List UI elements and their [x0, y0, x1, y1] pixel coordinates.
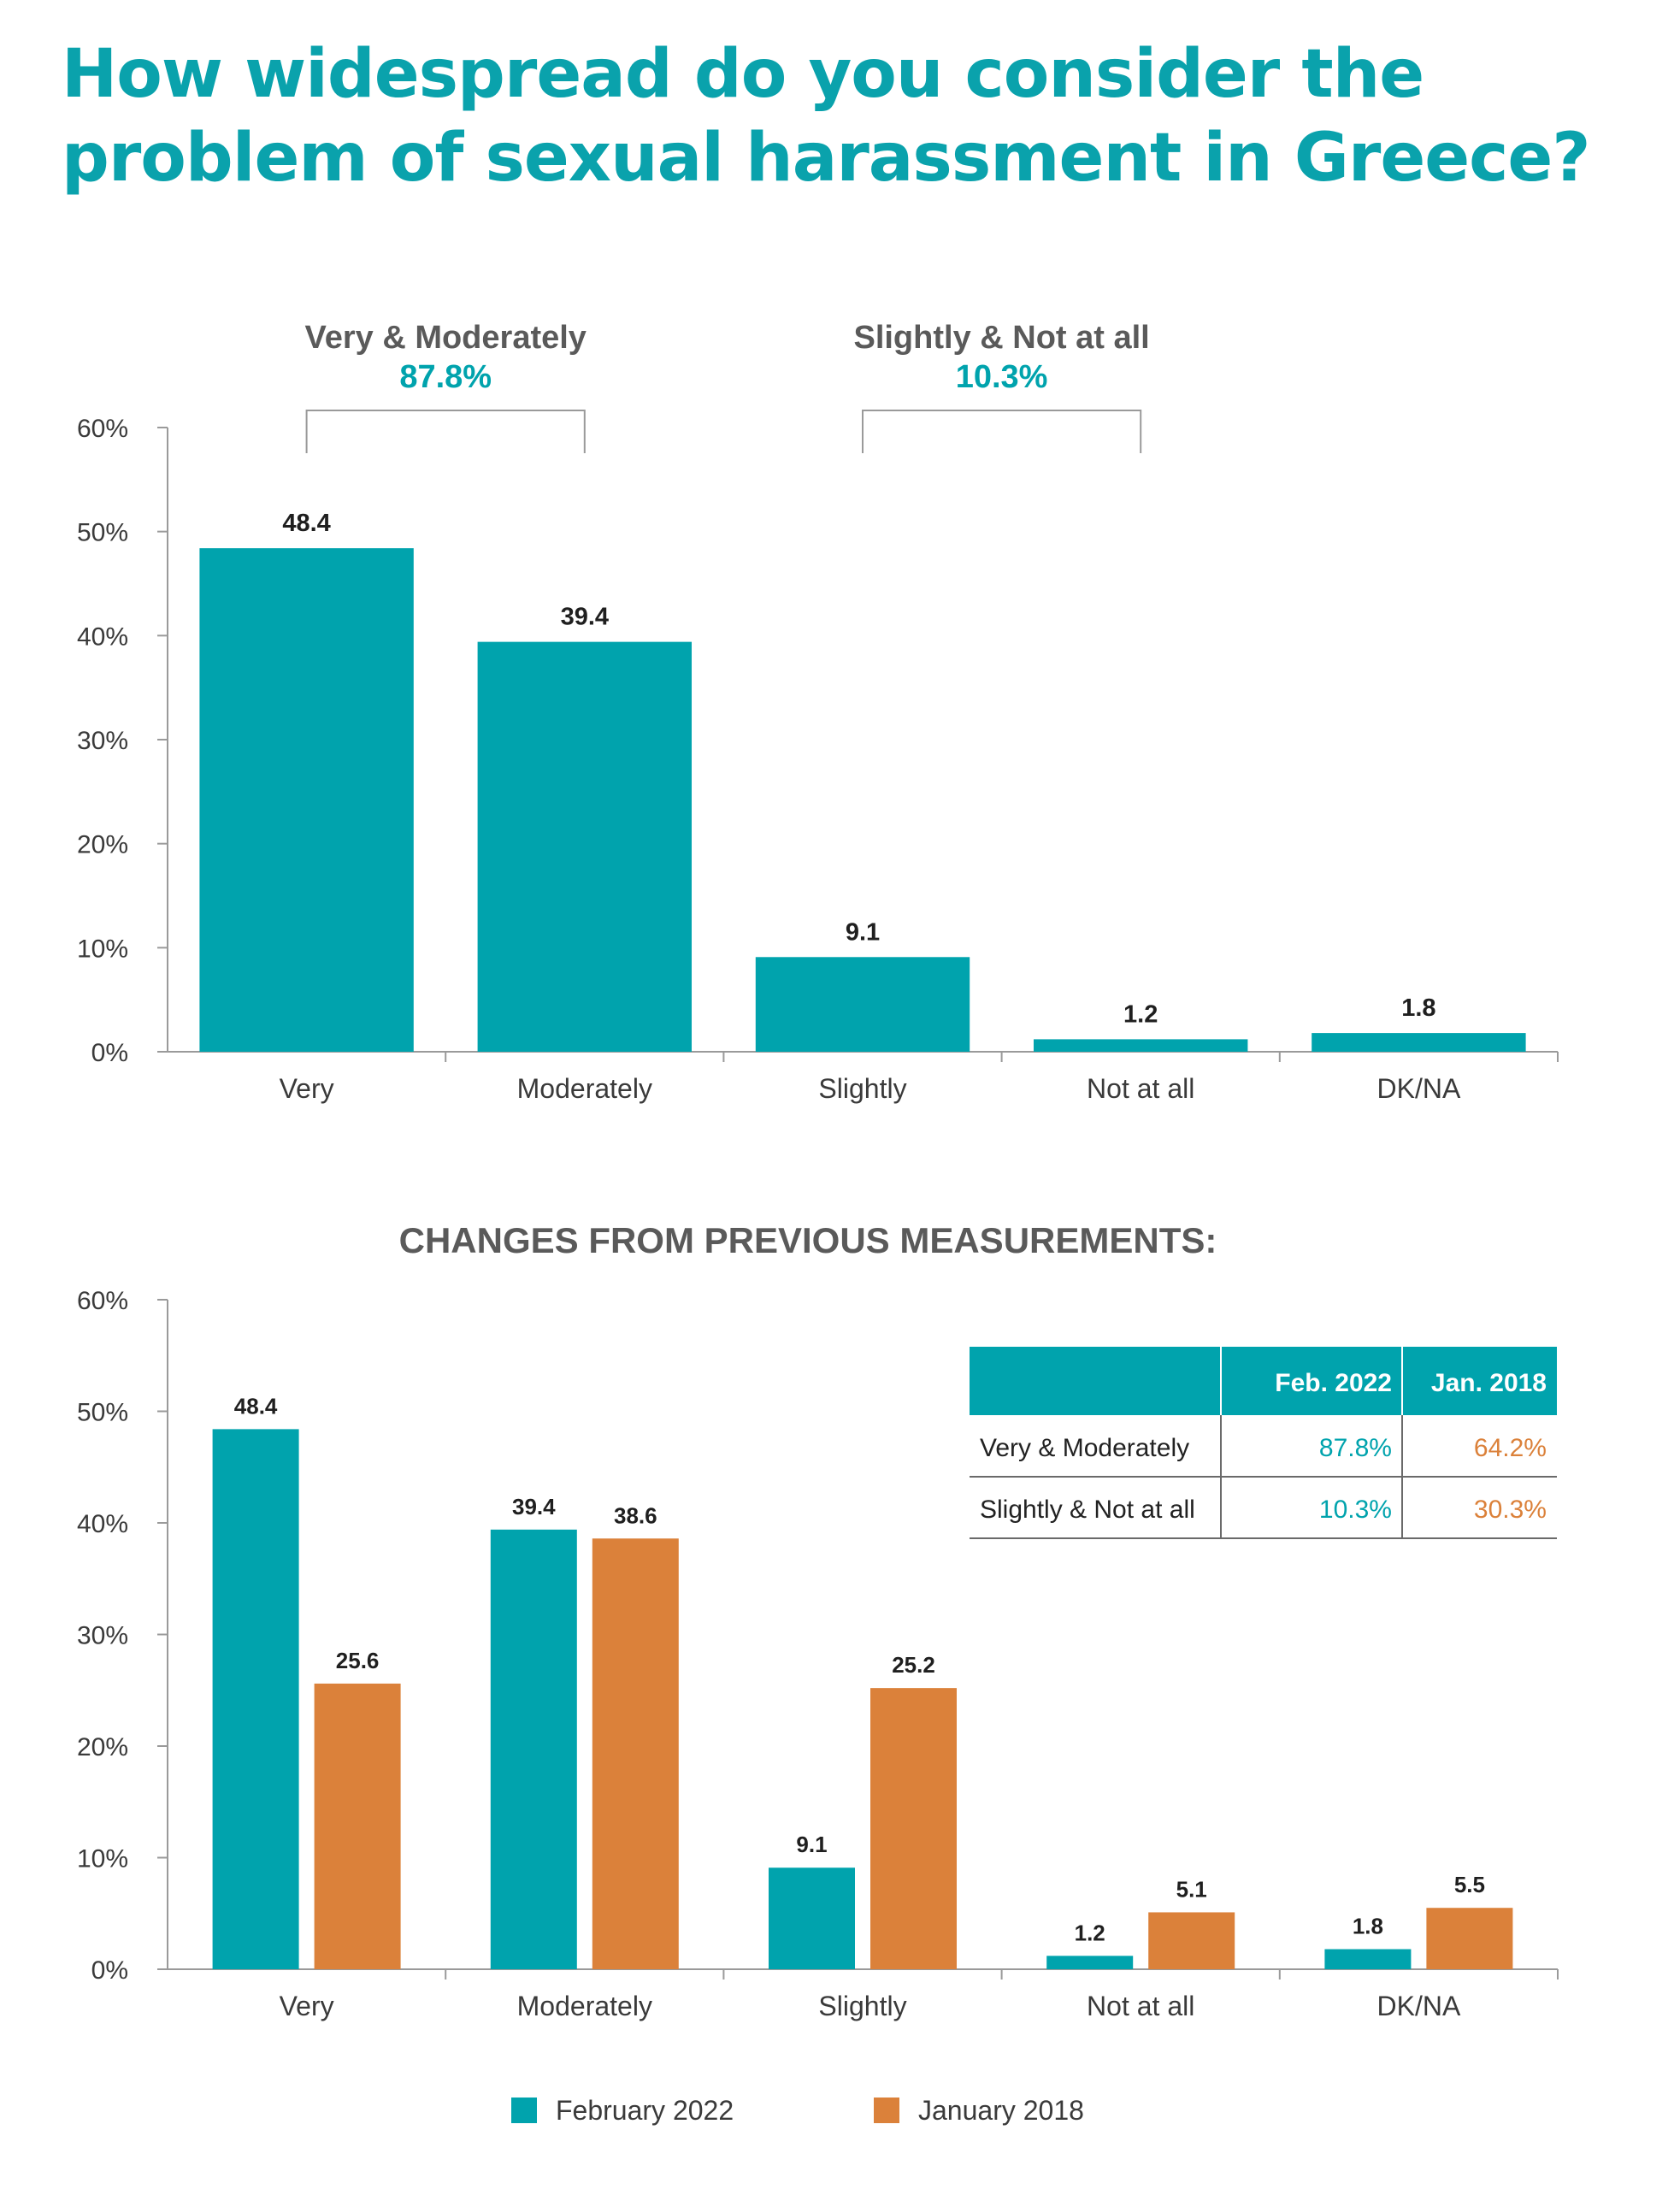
group-value-slightly-not-at-all: 10.3% — [956, 359, 1048, 395]
bar-slightly-january-2018 — [870, 1688, 957, 1969]
title-line-2: problem of sexual harassment in Greece? — [62, 120, 1591, 197]
bar-dk-na-january-2018 — [1426, 1908, 1513, 1969]
table-value-jan-slightly-not-at-all: 30.3% — [1474, 1496, 1547, 1524]
data-label-dk-na-february-2022: 1.8 — [1353, 1914, 1383, 1939]
bar-very-january-2018 — [314, 1683, 401, 1969]
x-tick-label-not-at-all: Not at all — [1087, 1991, 1194, 2021]
x-tick-label-moderately: Moderately — [517, 1991, 652, 2021]
bracket-very-moderately — [305, 410, 586, 453]
title-line-1: How widespread do you consider the — [62, 36, 1424, 113]
y-tick-label: 40% — [77, 1510, 128, 1538]
x-tick-label-dk-na: DK/NA — [1377, 1073, 1461, 1104]
table-header-row — [970, 1347, 1557, 1415]
bar-slightly — [755, 957, 970, 1052]
y-tick-label: 10% — [77, 1845, 128, 1873]
chart-title: CHANGES FROM PREVIOUS MEASUREMENTS: — [399, 1223, 1217, 1260]
data-label-very-january-2018: 25.6 — [336, 1648, 380, 1673]
x-tick-label-slightly: Slightly — [818, 1073, 906, 1104]
data-label-not-at-all-january-2018: 5.1 — [1176, 1876, 1207, 1902]
table-row-label-very-moderately: Very & Moderately — [980, 1434, 1189, 1462]
x-tick-label-dk-na: DK/NA — [1377, 1991, 1461, 2021]
legend-swatch-orange — [874, 2098, 899, 2123]
y-tick-label: 30% — [77, 1622, 128, 1650]
data-label-moderately-january-2018: 38.6 — [614, 1502, 657, 1528]
y-tick-label: 60% — [77, 1287, 128, 1315]
legend-label-february-2022: February 2022 — [556, 2094, 734, 2126]
chart-changes: CHANGES FROM PREVIOUS MEASUREMENTS: 0% 10%… — [77, 1223, 1559, 2021]
group-label-slightly-not-at-all: Slightly & Not at all — [853, 320, 1149, 356]
table-header-feb-2022: Feb. 2022 — [1275, 1369, 1392, 1397]
data-label-moderately: 39.4 — [561, 604, 609, 631]
table-header-jan-2018: Jan. 2018 — [1431, 1369, 1547, 1397]
data-label-very-february-2022: 48.4 — [234, 1393, 278, 1419]
bar-not-at-all-february-2022 — [1046, 1956, 1134, 1969]
bar-moderately-january-2018 — [592, 1538, 679, 1969]
legend-label-january-2018: January 2018 — [918, 2094, 1084, 2126]
group-label-very-moderately: Very & Moderately — [304, 320, 586, 356]
data-label-not-at-all: 1.2 — [1123, 1000, 1158, 1028]
chart-overall: 0% 10% 20% 30% 40% 50% 60% Very Moderately Slight… — [77, 320, 1559, 1104]
data-label-dk-na: 1.8 — [1401, 994, 1435, 1022]
bar-dk-na-february-2022 — [1324, 1949, 1412, 1969]
bar-moderately-february-2022 — [490, 1529, 577, 1969]
y-tick-label: 40% — [77, 622, 128, 651]
x-tick-label-moderately: Moderately — [517, 1073, 652, 1104]
y-tick-label: 0% — [91, 1956, 128, 1985]
data-label-slightly-february-2022: 9.1 — [796, 1832, 827, 1857]
bar-slightly-february-2022 — [769, 1867, 855, 1969]
data-label-not-at-all-february-2022: 1.2 — [1075, 1920, 1105, 1945]
data-label-dk-na-january-2018: 5.5 — [1454, 1872, 1485, 1897]
bar-very — [199, 548, 414, 1052]
y-tick-label: 20% — [77, 831, 128, 859]
data-label-slightly: 9.1 — [846, 918, 880, 946]
bar-moderately — [477, 641, 693, 1052]
bracket-slightly-not-at-all — [862, 410, 1142, 453]
y-tick-label: 10% — [77, 935, 128, 963]
y-tick-label: 30% — [77, 727, 128, 755]
bar-very-february-2022 — [212, 1429, 299, 1969]
chart-legend: February 2022 January 2018 — [0, 2093, 1680, 2127]
bar-not-at-all — [1033, 1039, 1248, 1052]
group-value-very-moderately: 87.8% — [399, 359, 492, 395]
data-label-slightly-january-2018: 25.2 — [892, 1652, 935, 1678]
x-tick-label-very: Very — [280, 1991, 334, 2021]
x-tick-label-not-at-all: Not at all — [1087, 1073, 1194, 1104]
page-title: How widespread do you consider the probl… — [62, 32, 1618, 200]
y-tick-label: 0% — [91, 1039, 128, 1067]
data-label-very: 48.4 — [282, 510, 330, 537]
x-tick-label-slightly: Slightly — [818, 1991, 906, 2021]
legend-item-february-2022: February 2022 — [511, 2093, 734, 2127]
y-tick-label: 50% — [77, 519, 128, 547]
y-tick-label: 60% — [77, 415, 128, 443]
legend-swatch-teal — [511, 2098, 537, 2123]
table-row-label-slightly-not-at-all: Slightly & Not at all — [980, 1496, 1195, 1524]
bar-not-at-all-january-2018 — [1148, 1912, 1235, 1969]
table-value-feb-slightly-not-at-all: 10.3% — [1319, 1496, 1392, 1524]
x-tick-label-very: Very — [280, 1073, 334, 1104]
table-value-feb-very-moderately: 87.8% — [1319, 1434, 1392, 1462]
legend-item-january-2018: January 2018 — [874, 2093, 1084, 2127]
y-tick-label: 50% — [77, 1399, 128, 1427]
table-value-jan-very-moderately: 64.2% — [1474, 1434, 1547, 1462]
y-tick-label: 20% — [77, 1733, 128, 1761]
bar-dk-na — [1312, 1033, 1526, 1052]
data-label-moderately-february-2022: 39.4 — [512, 1494, 556, 1519]
